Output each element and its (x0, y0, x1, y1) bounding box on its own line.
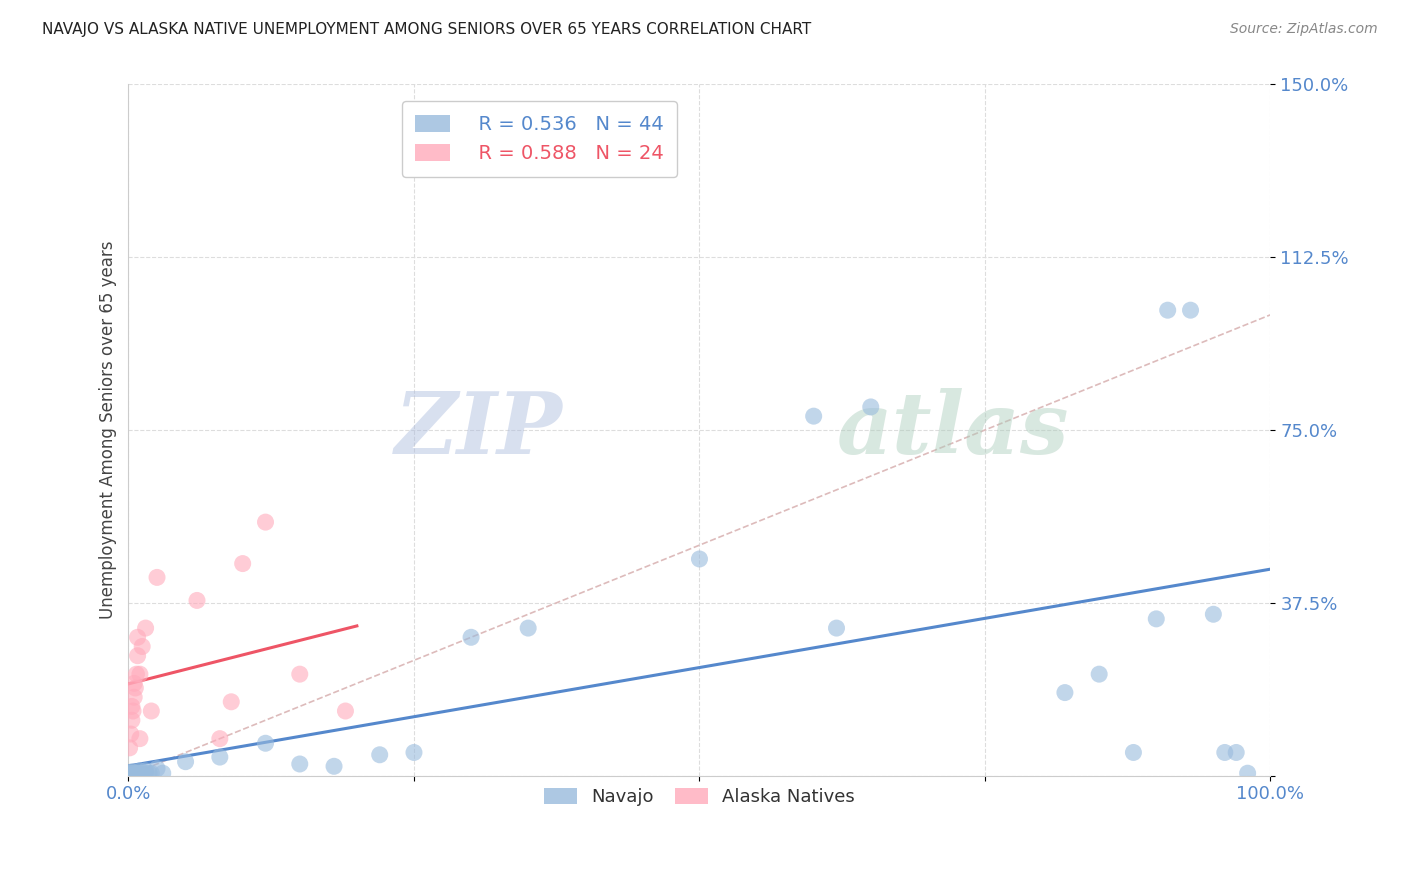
Point (118, 740, 141, 755)
Text: NAVAJO VS ALASKA NATIVE UNEMPLOYMENT AMONG SENIORS OVER 65 YEARS CORRELATION CHA: NAVAJO VS ALASKA NATIVE UNEMPLOYMENT AMO… (42, 22, 811, 37)
Point (460, 630, 482, 644)
Point (232, 557, 254, 571)
Point (688, 552, 710, 566)
Point (1157, 303, 1180, 318)
Point (174, 755, 197, 769)
Point (368, 747, 391, 762)
Point (1225, 746, 1247, 760)
Point (128, 767, 150, 781)
Point (288, 667, 311, 681)
Point (219, 695, 242, 709)
Point (141, 704, 163, 718)
Point (208, 731, 231, 746)
Point (125, 767, 148, 781)
Y-axis label: Unemployment Among Seniors over 65 years: Unemployment Among Seniors over 65 years (100, 241, 117, 619)
Text: Source: ZipAtlas.com: Source: ZipAtlas.com (1230, 22, 1378, 37)
Point (1122, 746, 1144, 760)
Point (146, 570, 169, 584)
Point (1202, 607, 1225, 622)
Point (118, 766, 141, 780)
Point (208, 750, 231, 764)
Point (1144, 612, 1167, 626)
Point (141, 766, 163, 780)
Point (122, 690, 145, 705)
Point (122, 704, 145, 718)
Point (323, 759, 346, 773)
Point (135, 764, 157, 778)
Point (146, 762, 169, 776)
Point (127, 648, 149, 663)
Point (186, 593, 208, 607)
Point (131, 640, 153, 654)
Point (1213, 746, 1236, 760)
Point (122, 766, 145, 780)
Point (803, 409, 825, 424)
Point (135, 766, 157, 780)
Point (517, 621, 540, 635)
Point (127, 630, 149, 644)
Point (288, 756, 311, 771)
Point (122, 676, 145, 690)
Point (121, 713, 143, 727)
Point (254, 515, 277, 529)
Point (1053, 685, 1076, 699)
Point (124, 766, 146, 780)
Point (127, 766, 149, 780)
Point (121, 764, 143, 779)
Point (128, 731, 150, 746)
Point (135, 621, 157, 635)
Point (122, 766, 145, 780)
Point (1180, 303, 1202, 318)
Text: ZIP: ZIP (395, 388, 562, 472)
Point (402, 746, 425, 760)
Point (1088, 667, 1111, 681)
Point (254, 736, 277, 750)
Point (131, 767, 153, 781)
Point (1236, 766, 1258, 780)
Point (128, 764, 150, 778)
Point (125, 667, 148, 681)
Point (138, 766, 160, 780)
Text: atlas: atlas (837, 388, 1069, 472)
Point (859, 400, 882, 414)
Point (122, 767, 145, 781)
Point (124, 681, 146, 695)
Point (128, 766, 150, 780)
Point (122, 767, 145, 781)
Point (120, 766, 142, 780)
Legend: Navajo, Alaska Natives: Navajo, Alaska Natives (536, 779, 863, 815)
Point (121, 766, 143, 780)
Point (335, 704, 357, 718)
Point (825, 621, 848, 635)
Point (128, 667, 150, 681)
Point (152, 766, 174, 780)
Point (120, 727, 142, 741)
Point (121, 699, 143, 714)
